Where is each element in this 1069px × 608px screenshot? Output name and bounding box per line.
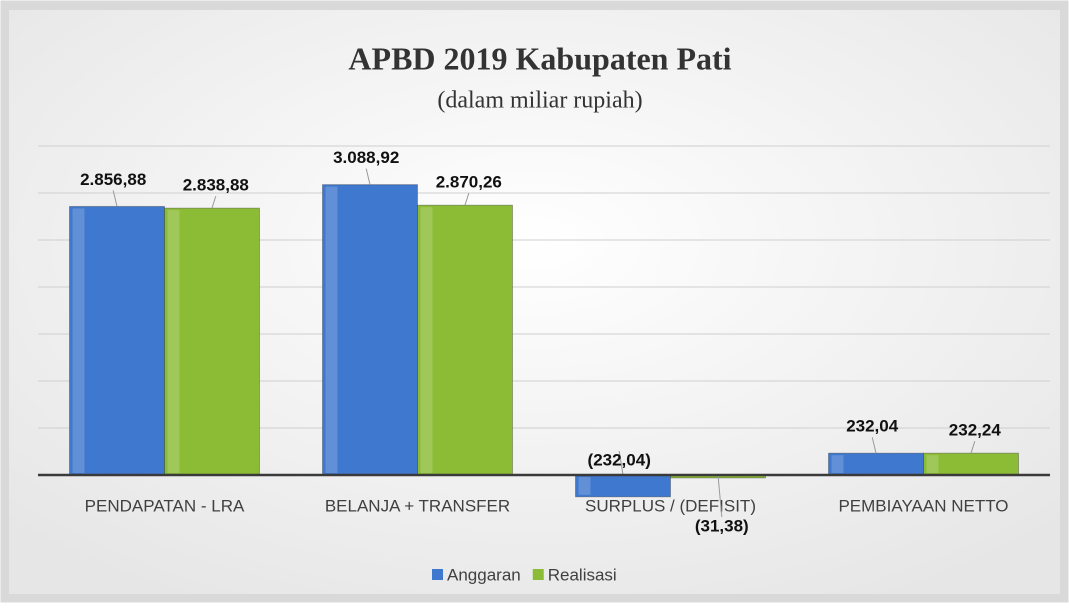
leader-line xyxy=(970,441,976,454)
leader-line xyxy=(717,474,723,518)
data-label: 2.856,88 xyxy=(80,170,146,189)
legend-label: Realisasi xyxy=(548,565,617,584)
leader-line xyxy=(365,168,371,185)
bar-shine xyxy=(831,455,844,473)
bar xyxy=(322,184,418,476)
x-tick-label: SURPLUS / (DEFISIT) xyxy=(585,496,756,515)
data-label: 232,24 xyxy=(949,421,1002,440)
bar-shine xyxy=(167,210,180,474)
leader-line xyxy=(618,450,624,476)
data-label: 2.870,26 xyxy=(436,173,502,192)
bar xyxy=(164,207,260,476)
leader-line xyxy=(112,190,118,207)
x-tick-label: BELANJA + TRANSFER xyxy=(325,496,510,515)
legend-swatch xyxy=(532,569,544,580)
legend-label: Anggaran xyxy=(447,565,521,584)
leader-line xyxy=(464,193,470,206)
data-label: 232,04 xyxy=(846,417,899,436)
chart-title: APBD 2019 Kabupaten Pati xyxy=(348,40,731,76)
leader-line xyxy=(211,195,217,209)
bar xyxy=(69,205,165,476)
data-label: 3.088,92 xyxy=(333,148,399,167)
data-label: (31,38) xyxy=(695,516,749,535)
x-tick-label: PEMBIAYAAN NETTO xyxy=(838,496,1008,515)
bar-shine xyxy=(926,455,939,473)
chart-subtitle: (dalam miliar rupiah) xyxy=(437,88,642,114)
data-label: 2.838,88 xyxy=(183,176,249,195)
bar-shine xyxy=(578,477,591,495)
legend-swatch xyxy=(432,569,443,580)
bar xyxy=(417,204,513,476)
bar-shine xyxy=(420,207,433,473)
leader-line xyxy=(871,437,877,454)
bar-shine xyxy=(72,208,85,473)
x-tick-label: PENDAPATAN - LRA xyxy=(85,496,245,515)
data-label: (232,04) xyxy=(588,450,651,469)
bar-shine xyxy=(325,186,338,473)
